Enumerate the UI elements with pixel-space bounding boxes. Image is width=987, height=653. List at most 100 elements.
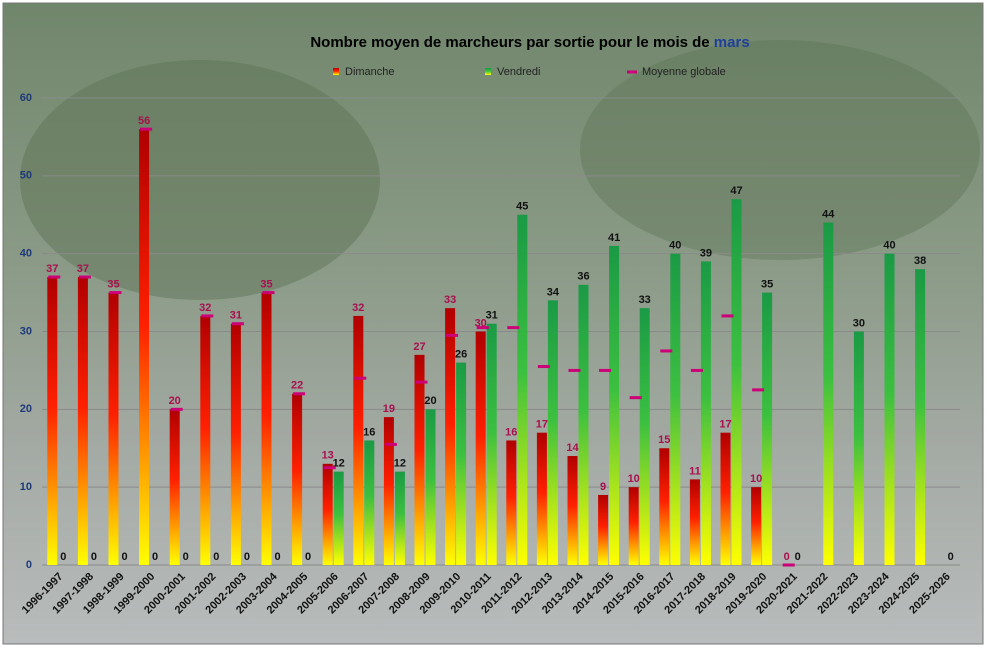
- value-label: 0: [795, 551, 801, 563]
- value-label: 44: [822, 208, 835, 220]
- bar: [823, 222, 834, 566]
- value-label: 56: [138, 115, 150, 127]
- value-label: 0: [183, 551, 189, 563]
- value-label: 37: [46, 263, 58, 275]
- legend-label: Dimanche: [345, 66, 395, 78]
- value-label: 12: [394, 458, 406, 470]
- legend-label: Moyenne globale: [642, 66, 726, 78]
- value-label: 10: [750, 473, 762, 485]
- bar: [547, 300, 558, 565]
- bar: [720, 432, 731, 565]
- value-label: 26: [455, 349, 467, 361]
- legend-swatch: [333, 68, 339, 75]
- value-label: 0: [121, 551, 127, 563]
- y-tick-label: 10: [20, 481, 32, 493]
- value-label: 33: [639, 294, 651, 306]
- bar: [567, 456, 578, 565]
- bar: [383, 417, 394, 565]
- value-label: 39: [700, 247, 712, 259]
- bar: [322, 463, 333, 565]
- bar: [394, 471, 405, 565]
- bar: [639, 308, 650, 565]
- bar: [689, 479, 700, 565]
- value-label: 0: [60, 551, 66, 563]
- value-label: 10: [628, 473, 640, 485]
- value-label: 35: [107, 278, 119, 290]
- bar: [230, 323, 241, 565]
- value-label: 47: [730, 185, 742, 197]
- y-tick-label: 0: [26, 559, 32, 571]
- value-label: 17: [536, 419, 548, 431]
- value-label: 0: [948, 551, 954, 563]
- value-label: 0: [213, 551, 219, 563]
- value-label: 30: [853, 317, 865, 329]
- value-label: 32: [199, 302, 211, 314]
- value-label: 40: [669, 240, 681, 252]
- y-tick-label: 50: [20, 170, 32, 182]
- value-label: 14: [566, 442, 579, 454]
- bar: [77, 277, 88, 565]
- y-tick-label: 40: [20, 248, 32, 260]
- bar: [47, 277, 58, 565]
- value-label: 0: [784, 551, 790, 563]
- value-label: 31: [486, 310, 498, 322]
- value-label: 17: [719, 419, 731, 431]
- value-label: 40: [883, 240, 895, 252]
- value-label: 35: [761, 278, 773, 290]
- bar: [414, 354, 425, 565]
- legend-label: Vendredi: [497, 66, 540, 78]
- value-label: 20: [169, 395, 181, 407]
- value-label: 16: [505, 426, 517, 438]
- value-label: 0: [91, 551, 97, 563]
- bar: [353, 315, 364, 565]
- title-text: Nombre moyen de marcheurs par sortie pou…: [310, 34, 709, 51]
- y-tick-label: 60: [20, 92, 32, 104]
- bar: [456, 362, 467, 565]
- bar: [659, 448, 670, 565]
- bar: [333, 471, 344, 565]
- value-label: 19: [383, 403, 395, 415]
- value-label: 15: [658, 434, 670, 446]
- bar: [364, 440, 375, 565]
- bar: [108, 292, 119, 565]
- bar: [915, 269, 926, 565]
- value-label: 33: [444, 294, 456, 306]
- bar: [628, 487, 639, 565]
- bar: [486, 323, 497, 565]
- title-month: mars: [714, 34, 750, 51]
- value-label: 36: [577, 271, 589, 283]
- value-label: 45: [516, 201, 528, 213]
- bar: [445, 308, 456, 565]
- foliage: [20, 60, 380, 300]
- bar: [700, 261, 711, 565]
- bar: [884, 253, 895, 565]
- value-label: 22: [291, 380, 303, 392]
- value-label: 0: [152, 551, 158, 563]
- bar: [517, 214, 528, 565]
- bar: [139, 129, 150, 565]
- value-label: 41: [608, 232, 620, 244]
- value-label: 0: [244, 551, 250, 563]
- value-label: 35: [260, 278, 272, 290]
- foliage: [580, 40, 980, 260]
- value-label: 11: [689, 465, 701, 477]
- bar: [578, 284, 589, 565]
- legend-swatch: [485, 68, 491, 75]
- bar: [292, 393, 303, 565]
- value-label: 37: [77, 263, 89, 275]
- value-label: 27: [413, 341, 425, 353]
- bar: [731, 199, 742, 565]
- bar: [506, 440, 517, 565]
- bar: [475, 331, 486, 565]
- y-tick-label: 30: [20, 325, 32, 337]
- value-label: 9: [600, 481, 606, 493]
- value-label: 32: [352, 302, 364, 314]
- bar: [169, 409, 180, 565]
- bar: [598, 494, 609, 565]
- value-label: 0: [274, 551, 280, 563]
- bar: [670, 253, 681, 565]
- bar: [853, 331, 864, 565]
- bar: [200, 315, 211, 565]
- chart-title: Nombre moyen de marcheurs par sortie pou…: [310, 34, 749, 51]
